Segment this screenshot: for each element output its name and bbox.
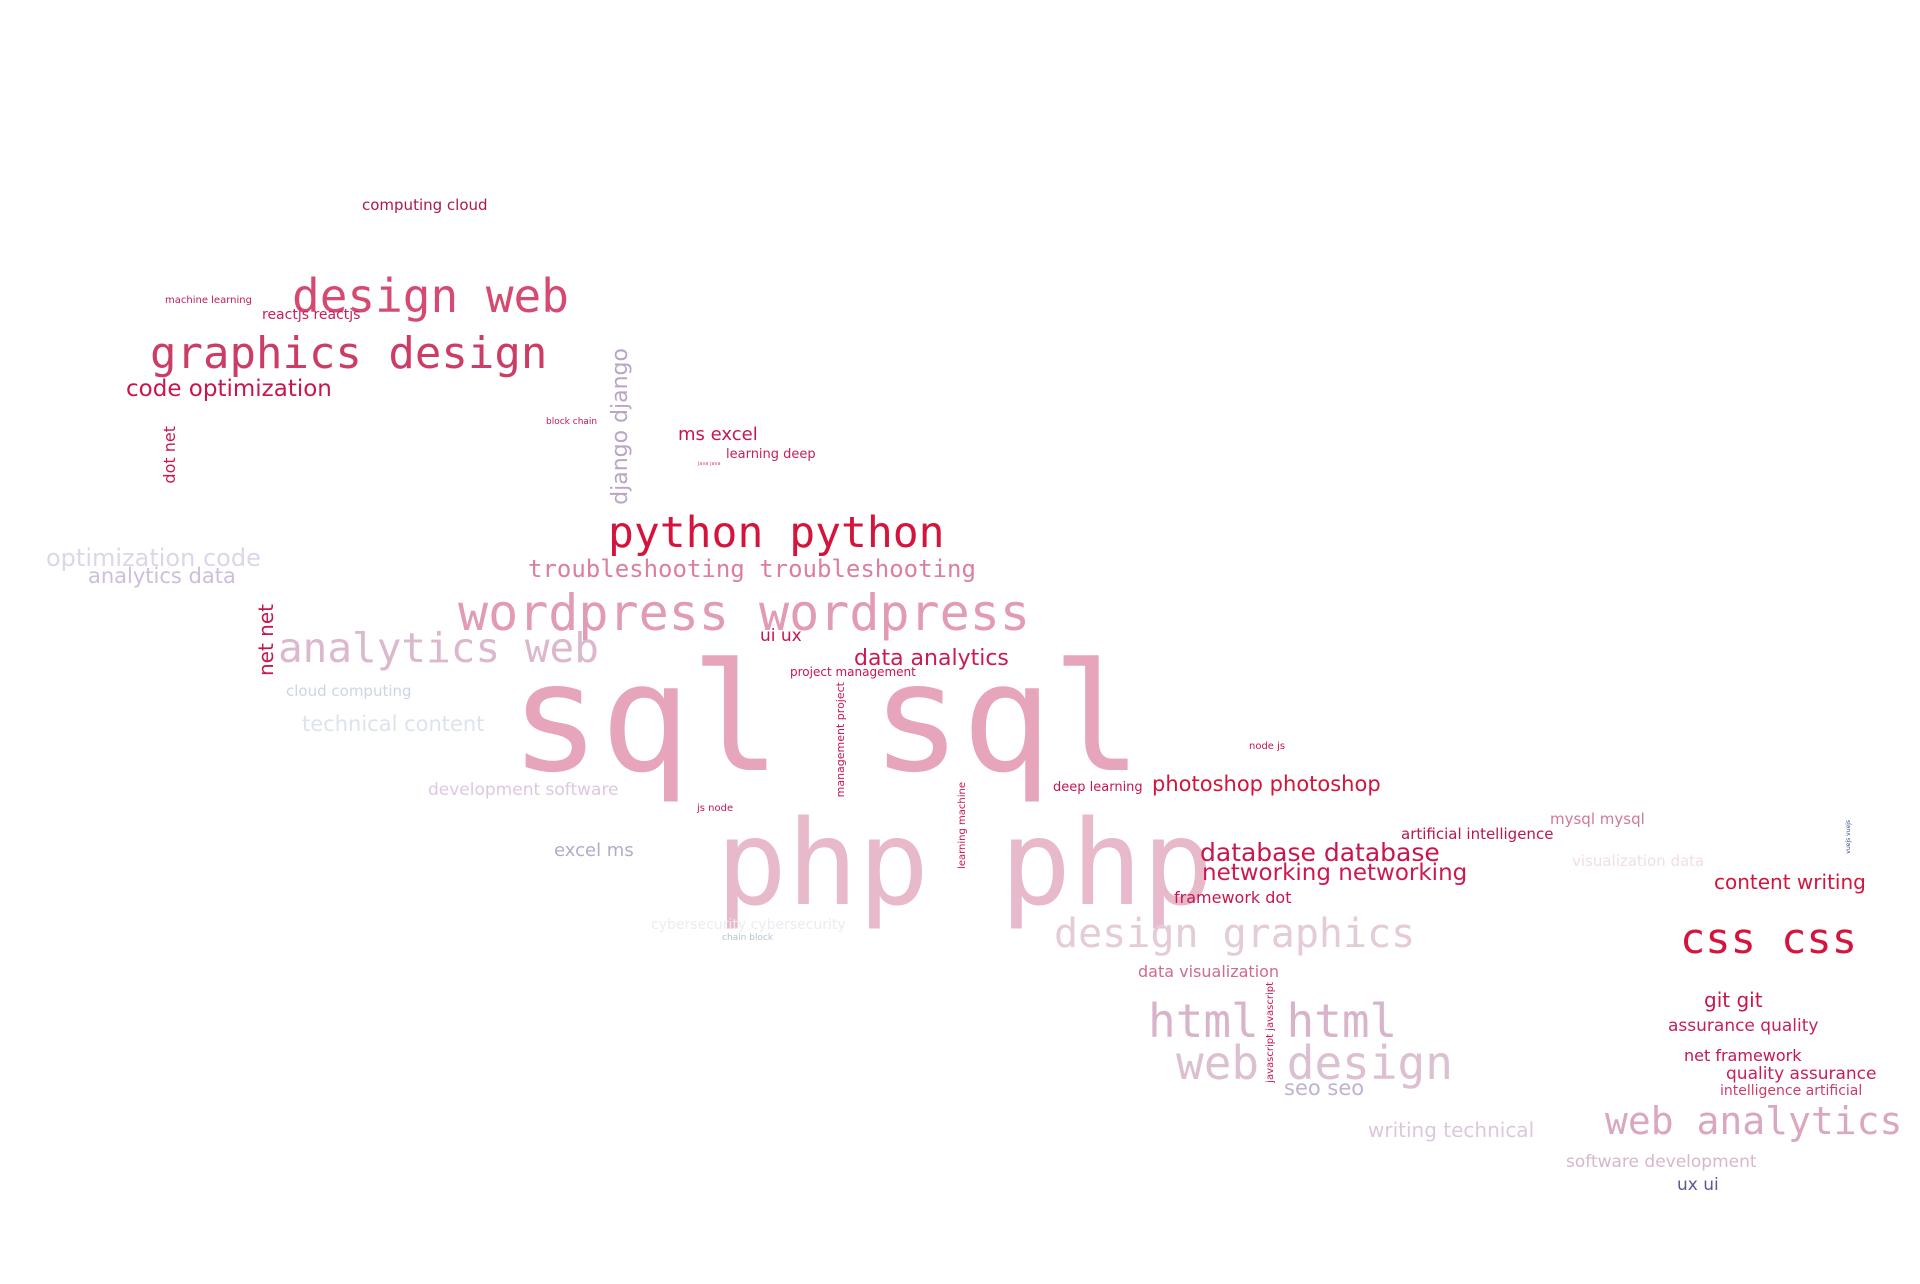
word-software-development: software development — [1566, 1152, 1757, 1172]
word-python-python: python python — [608, 508, 945, 558]
word-optimization-code: optimization code — [46, 544, 261, 572]
word-ui-ux: ui ux — [760, 626, 802, 646]
word-photoshop-photoshop: photoshop photoshop — [1152, 772, 1381, 796]
word-networking-networking: networking networking — [1202, 860, 1468, 886]
word-net-net: net net — [254, 604, 278, 677]
word-management-project: management project — [834, 682, 847, 798]
word-intelligence-artificial: intelligence artificial — [1720, 1083, 1863, 1099]
word-artificial-intelligence: artificial intelligence — [1401, 825, 1554, 843]
word-framework-dot: framework dot — [1174, 888, 1292, 907]
word-data-analytics: data analytics — [854, 646, 1009, 671]
word-js-node: js node — [697, 803, 734, 814]
word-excel-ms: excel ms — [554, 840, 634, 861]
word-technical-content: technical content — [302, 712, 485, 736]
word-git-git: git git — [1704, 988, 1763, 1012]
word-seo-seo: seo seo — [1284, 1076, 1365, 1100]
word-php-php: php php — [716, 794, 1214, 932]
word-analytics-web: analytics web — [278, 624, 599, 672]
word-design-graphics: design graphics — [1054, 911, 1416, 957]
word-web-analytics: web analytics — [1605, 1099, 1903, 1143]
word-project-management: project management — [790, 665, 916, 679]
word-deep-learning: deep learning — [1053, 780, 1143, 795]
word-web-design: web design — [1176, 1036, 1453, 1090]
word-wordpress-wordpress: wordpress wordpress — [458, 584, 1030, 642]
word-machine-learning: machine learning — [165, 295, 252, 306]
word-css-css: css css — [1680, 914, 1858, 963]
word-sql-sql: sql sql — [510, 632, 1143, 806]
word-java-java: java java — [698, 461, 721, 467]
word-code-optimization: code optimization — [126, 376, 332, 402]
word-development-software: development software — [428, 780, 619, 800]
word-assurance-quality: assurance quality — [1668, 1016, 1819, 1036]
word-dot-net: dot net — [160, 426, 179, 484]
word-html-html: html html — [1148, 994, 1398, 1048]
word-net-framework: net framework — [1684, 1046, 1802, 1065]
word-ms-excel: ms excel — [678, 424, 758, 445]
word-quality-assurance: quality assurance — [1726, 1064, 1877, 1084]
word-chain-block: chain block — [722, 933, 774, 943]
word-visualization-data: visualization data — [1572, 852, 1705, 870]
word-content-writing: content writing — [1714, 870, 1866, 894]
word-vuejs-vuejs: vuejs vuejs — [1845, 820, 1852, 854]
word-reactjs-reactjs: reactjs reactjs — [262, 307, 361, 323]
word-ux-ui: ux ui — [1677, 1175, 1719, 1195]
word-block-chain: block chain — [546, 417, 598, 427]
word-analytics-data: analytics data — [88, 564, 236, 588]
word-troubleshooting-troubleshooting: troubleshooting troubleshooting — [528, 555, 976, 583]
word-django-django: django django — [608, 348, 633, 505]
word-node-js: node js — [1249, 741, 1286, 752]
word-learning-deep: learning deep — [726, 447, 816, 462]
word-mysql-mysql: mysql mysql — [1550, 810, 1645, 828]
word-graphics-design: graphics design — [150, 328, 548, 379]
word-cybersecurity-cybersecurity: cybersecurity cybersecurity — [651, 917, 846, 933]
word-design-web: design web — [292, 269, 569, 323]
word-writing-technical: writing technical — [1368, 1118, 1535, 1142]
word-cloud-computing: cloud computing — [286, 682, 412, 700]
word-database-database: database database — [1200, 838, 1440, 867]
word-data-visualization: data visualization — [1138, 962, 1280, 981]
word-computing-cloud: computing cloud — [362, 196, 488, 214]
